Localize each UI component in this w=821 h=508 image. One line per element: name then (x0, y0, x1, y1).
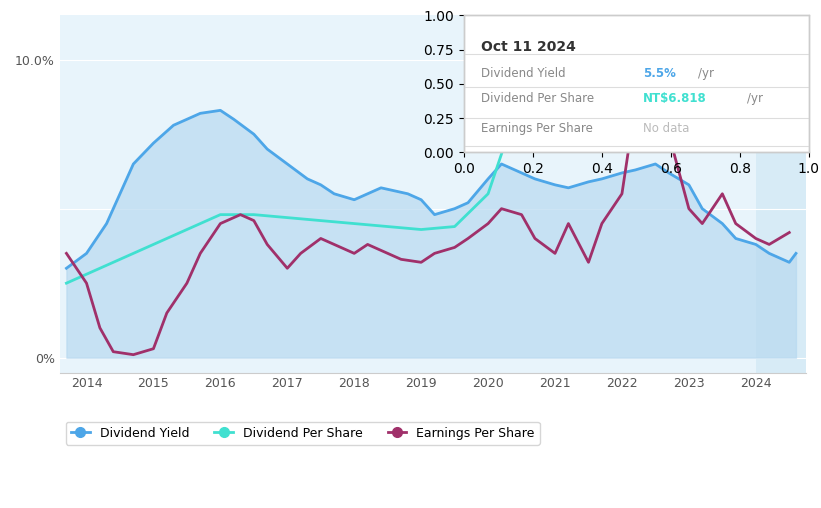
Text: Earnings Per Share: Earnings Per Share (481, 122, 593, 135)
Text: /yr: /yr (699, 68, 714, 80)
Text: /yr: /yr (746, 92, 763, 105)
Text: 5.5%: 5.5% (643, 68, 676, 80)
Text: Dividend Per Share: Dividend Per Share (481, 92, 594, 105)
Text: NT$6.818: NT$6.818 (643, 92, 707, 105)
Legend: Dividend Yield, Dividend Per Share, Earnings Per Share: Dividend Yield, Dividend Per Share, Earn… (66, 422, 540, 445)
Bar (756, 15, 806, 372)
Text: Dividend Yield: Dividend Yield (481, 68, 566, 80)
Text: Oct 11 2024: Oct 11 2024 (481, 40, 576, 54)
Text: No data: No data (643, 122, 690, 135)
Text: Past: Past (761, 70, 784, 80)
